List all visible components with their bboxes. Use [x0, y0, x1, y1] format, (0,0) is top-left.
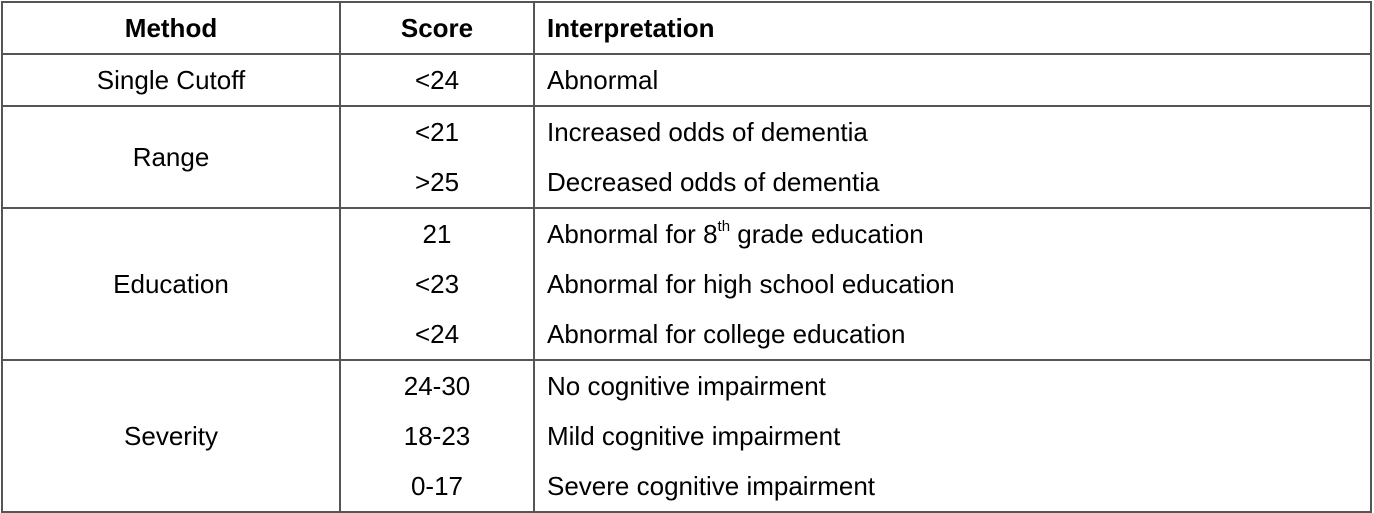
- header-method: Method: [1, 1, 341, 55]
- interpretation-text-pre: Abnormal for 8: [547, 219, 718, 249]
- score-cell: 18-23: [339, 411, 535, 461]
- score-cell: <24: [339, 53, 535, 106]
- interpretation-cell: Abnormal for college education: [533, 309, 1372, 360]
- interpretation-cell: Decreased odds of dementia: [533, 157, 1372, 208]
- interpretation-cell: Abnormal for high school education: [533, 259, 1372, 309]
- score-cell: <23: [339, 259, 535, 309]
- interpretation-cell: Increased odds of dementia: [533, 105, 1372, 157]
- table-row: Education 21 Abnormal for 8th grade educ…: [1, 207, 1372, 361]
- interpretation-cell: No cognitive impairment: [533, 359, 1372, 411]
- header-row: Method Score Interpretation: [1, 1, 1372, 55]
- header-score: Score: [339, 1, 535, 55]
- interpretation-cell: Mild cognitive impairment: [533, 411, 1372, 461]
- method-cell: Single Cutoff: [1, 53, 341, 107]
- table-row: <24 Abnormal for college education: [2, 309, 1372, 360]
- interpretation-cell: Severe cognitive impairment: [533, 461, 1372, 513]
- method-cell: Range: [1, 105, 341, 209]
- score-cell: 0-17: [339, 461, 535, 513]
- table-row: Severity 24-30 No cognitive impairment: [1, 359, 1372, 513]
- table-row: Range <21 Increased odds of dementia: [1, 105, 1372, 209]
- method-cell: Severity: [1, 359, 341, 513]
- interpretation-cell: Abnormal for 8th grade education: [533, 207, 1372, 259]
- interpretation-text-post: grade education: [730, 219, 924, 249]
- method-cell: Education: [1, 207, 341, 361]
- score-cell: 21: [339, 207, 535, 259]
- table-row: >25 Decreased odds of dementia: [2, 157, 1372, 208]
- table-row: 0-17 Severe cognitive impairment: [2, 461, 1372, 513]
- score-cell: <24: [339, 309, 535, 360]
- score-cell: 24-30: [339, 359, 535, 411]
- header-interpretation: Interpretation: [533, 1, 1372, 55]
- interpretation-cell: Abnormal: [533, 53, 1372, 106]
- ordinal-suffix: th: [717, 218, 731, 235]
- table-row: <23 Abnormal for high school education: [2, 259, 1372, 309]
- score-cell: >25: [339, 157, 535, 208]
- score-cell: <21: [339, 105, 535, 157]
- table-row: Single Cutoff <24 Abnormal: [1, 53, 1372, 107]
- table-row: 18-23 Mild cognitive impairment: [2, 411, 1372, 461]
